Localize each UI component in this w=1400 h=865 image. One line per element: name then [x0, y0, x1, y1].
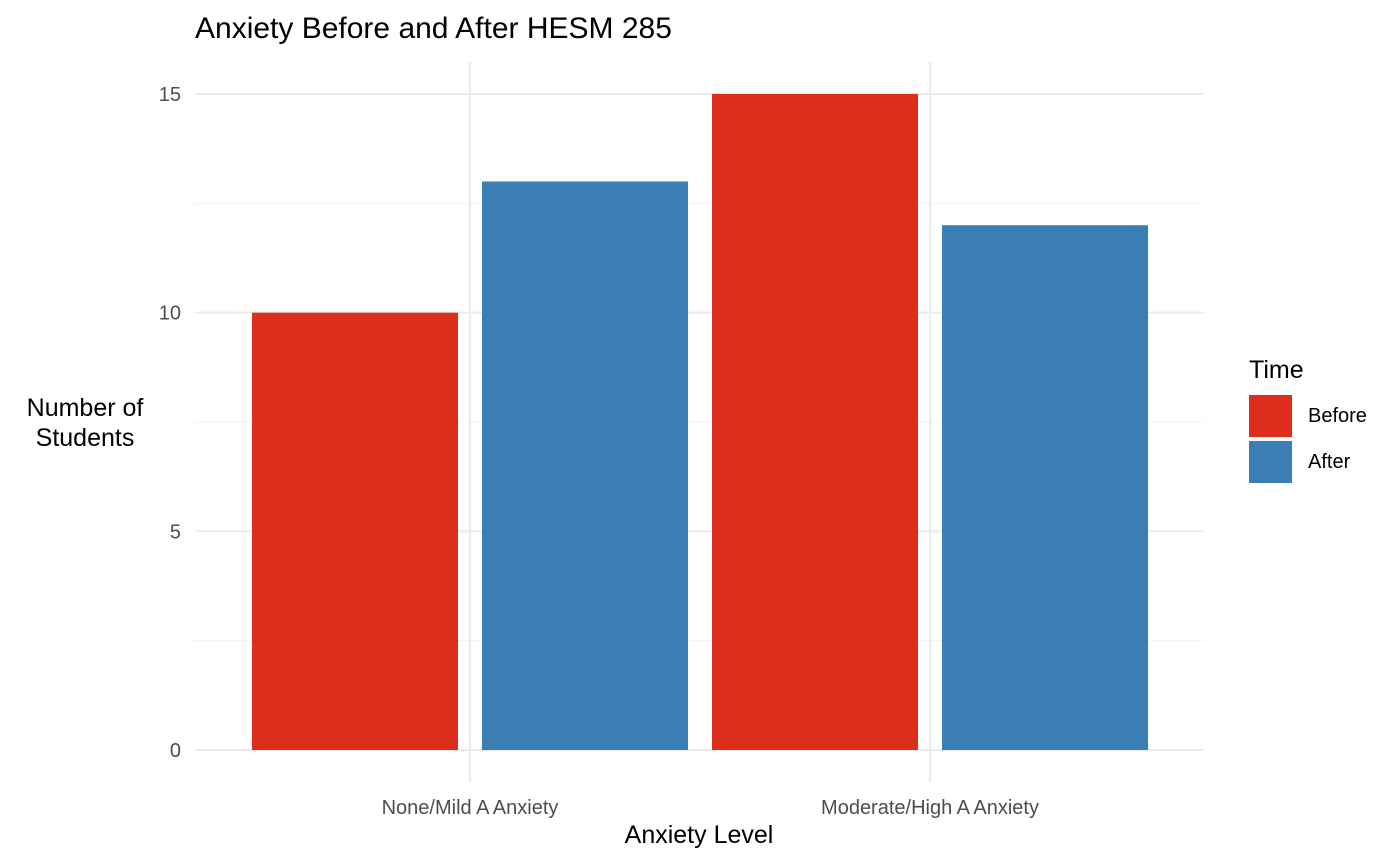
legend-item-after: After	[1249, 439, 1367, 485]
bar-before-1	[712, 94, 918, 750]
chart-title: Anxiety Before and After HESM 285	[195, 12, 672, 45]
y-tick-label: 5	[170, 521, 181, 543]
bar-before-0	[252, 312, 458, 750]
legend: Time Before After	[1249, 356, 1367, 485]
x-axis-title: Anxiety Level	[624, 821, 774, 849]
legend-swatch-after	[1249, 441, 1292, 483]
y-tick-label: 0	[170, 740, 181, 762]
x-tick-label: Moderate/High A Anxiety	[821, 797, 1039, 819]
legend-title: Time	[1249, 356, 1304, 384]
y-axis-title: Number of Students	[26, 394, 144, 452]
y-tick-label: 15	[159, 84, 181, 106]
bar-after-1	[942, 225, 1148, 751]
legend-label-after: After	[1308, 450, 1351, 473]
x-tick-label: None/Mild A Anxiety	[382, 797, 559, 819]
legend-label-before: Before	[1308, 404, 1367, 427]
legend-item-before: Before	[1249, 393, 1367, 439]
bar-after-0	[482, 181, 688, 750]
y-tick-label: 10	[159, 303, 181, 325]
legend-swatch-before	[1249, 395, 1292, 437]
